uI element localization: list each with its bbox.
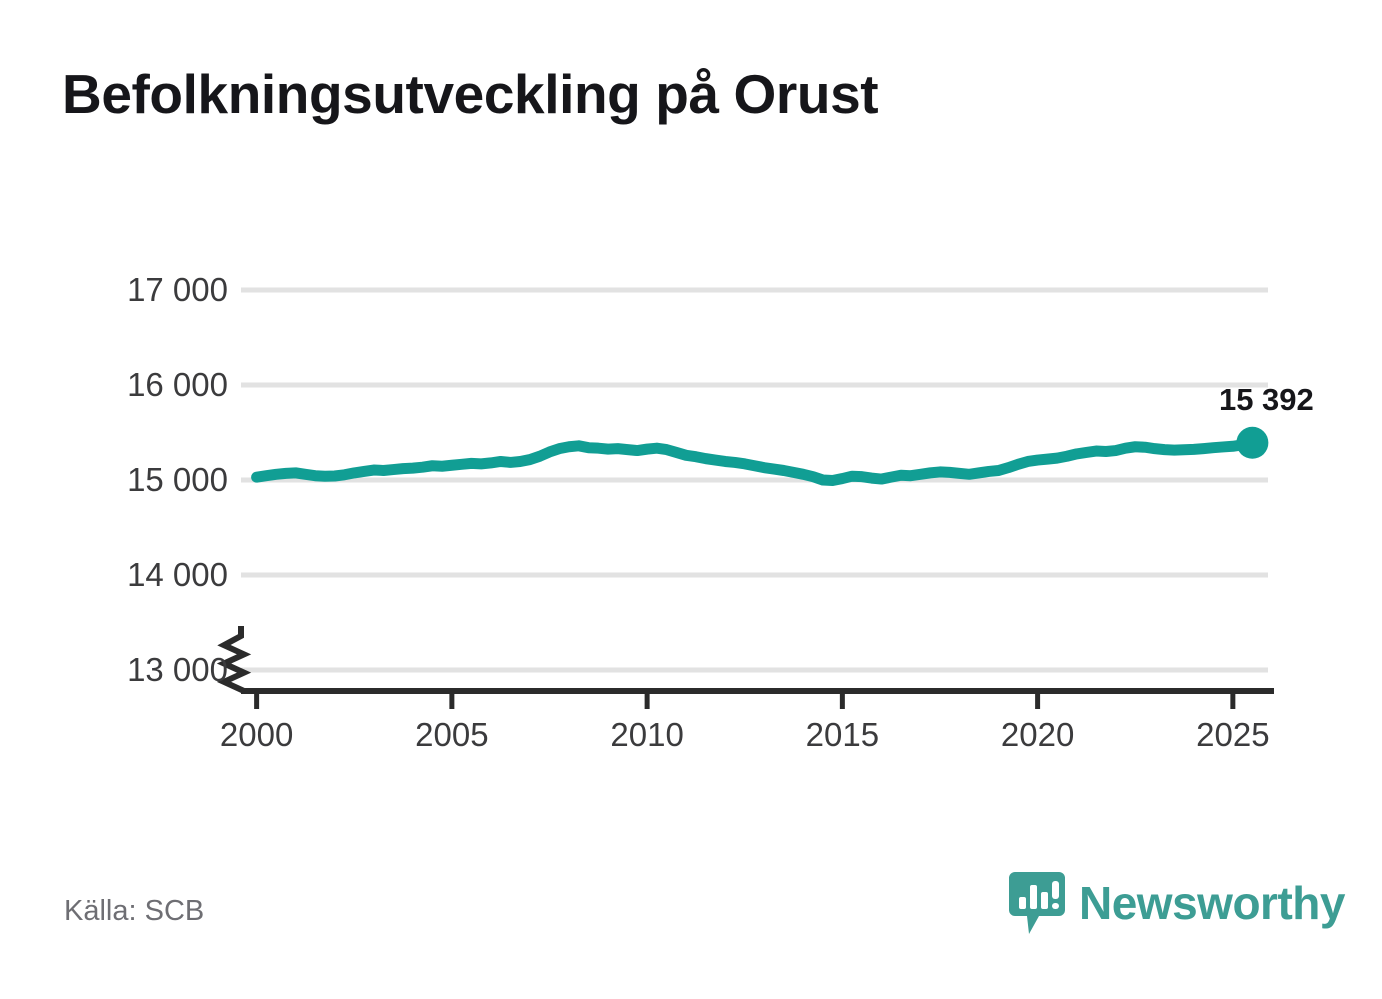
- newsworthy-logo[interactable]: Newsworthy: [1009, 872, 1345, 934]
- y-axis-tick-label: 15 000: [127, 461, 228, 498]
- gridlines-group: [241, 287, 1268, 673]
- page-title: Befolkningsutveckling på Orust: [62, 63, 879, 125]
- x-axis-tick-label: 2010: [610, 716, 684, 753]
- axis-break-path: [216, 626, 252, 694]
- y-axis-tick-label: 14 000: [127, 556, 228, 593]
- end-value-label: 15 392: [1218, 381, 1314, 417]
- y-axis-tick-label: 13 000: [127, 651, 228, 688]
- source-note: Källa: SCB: [64, 895, 205, 927]
- x-axis-tick-label: 2020: [1000, 716, 1075, 753]
- y-axis-tick-label: 16 000: [127, 366, 228, 403]
- x-axis-tick-label: 2000: [219, 716, 294, 753]
- series-line: [251, 437, 1258, 486]
- x-axis-tick-label: 2025: [1196, 716, 1270, 753]
- y-axis-tick-label: 17 000: [127, 271, 228, 308]
- bar-chart-speech-bubble-icon: [1009, 872, 1065, 934]
- data-series-group: [251, 426, 1269, 486]
- x-axis-tick-label: 2005: [415, 716, 489, 753]
- logo-wordmark: Newsworthy: [1079, 877, 1345, 929]
- y-axis-labels: 17 000 16 000 15 000 14 000 13 000: [0, 0, 228, 999]
- series-end-marker: [1236, 426, 1269, 459]
- axis-break-zigzag-icon: [216, 626, 252, 694]
- x-axis-tick-label: 2015: [805, 716, 880, 753]
